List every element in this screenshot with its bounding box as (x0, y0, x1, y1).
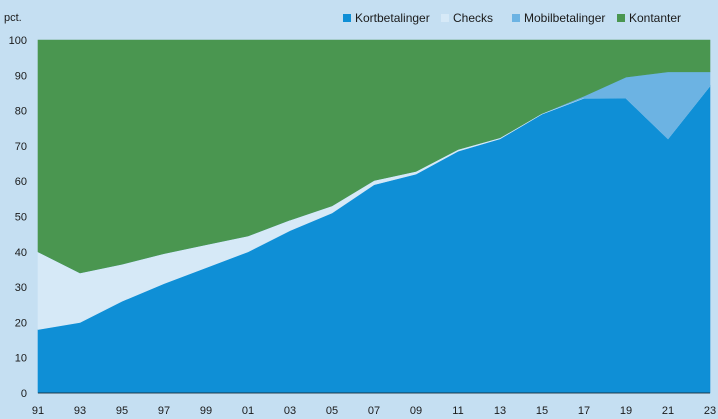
area-layer (37, 39, 711, 394)
area-series-3 (37, 39, 711, 274)
x-tick-label: 19 (620, 405, 632, 417)
x-tick-label: 91 (32, 405, 44, 417)
y-tick-label: 30 (15, 282, 27, 294)
legend-swatch (441, 14, 449, 22)
y-tick-label: 40 (15, 247, 27, 259)
legend-item: Kortbetalinger (343, 11, 430, 25)
legend-label: Mobilbetalinger (524, 11, 605, 25)
y-tick-label: 70 (15, 141, 27, 153)
x-tick-label: 93 (74, 405, 86, 417)
x-tick-label: 09 (410, 405, 422, 417)
y-tick-label: 10 (15, 353, 27, 365)
x-tick-labels: 91 93 95 97 99 01 03 05 07 09 11 13 15 17 19 21 23 (32, 405, 716, 417)
y-tick-labels: 0 10 20 30 40 50 60 70 80 90 100 (9, 35, 27, 400)
legend-label: Kontanter (629, 11, 681, 25)
legend-label: Checks (453, 11, 493, 25)
legend-item: Kontanter (617, 11, 681, 25)
legend-swatch (343, 14, 351, 22)
x-tick-label: 95 (116, 405, 128, 417)
x-tick-label: 97 (158, 405, 170, 417)
x-tick-label: 99 (200, 405, 212, 417)
legend: Kortbetalinger Checks Mobilbetalinger Konta… (343, 11, 681, 25)
x-tick-label: 15 (536, 405, 548, 417)
legend-swatch (617, 14, 625, 22)
y-tick-label: 60 (15, 176, 27, 188)
x-tick-label: 23 (704, 405, 716, 417)
x-tick-label: 17 (578, 405, 590, 417)
x-tick-label: 03 (284, 405, 296, 417)
legend-item: Checks (441, 11, 493, 25)
legend-item: Mobilbetalinger (512, 11, 605, 25)
y-axis-unit-label: pct. (4, 12, 22, 24)
y-tick-label: 90 (15, 70, 27, 82)
legend-swatch (512, 14, 520, 22)
x-tick-label: 07 (368, 405, 380, 417)
y-tick-label: 20 (15, 317, 27, 329)
x-tick-label: 05 (326, 405, 338, 417)
x-tick-label: 21 (662, 405, 674, 417)
x-tick-label: 11 (452, 405, 463, 417)
x-tick-label: 01 (242, 405, 254, 417)
y-tick-label: 80 (15, 106, 27, 118)
x-tick-label: 13 (494, 405, 506, 417)
y-tick-label: 100 (9, 35, 27, 47)
y-tick-label: 0 (21, 388, 27, 400)
legend-label: Kortbetalinger (355, 11, 430, 25)
y-tick-label: 50 (15, 212, 27, 224)
